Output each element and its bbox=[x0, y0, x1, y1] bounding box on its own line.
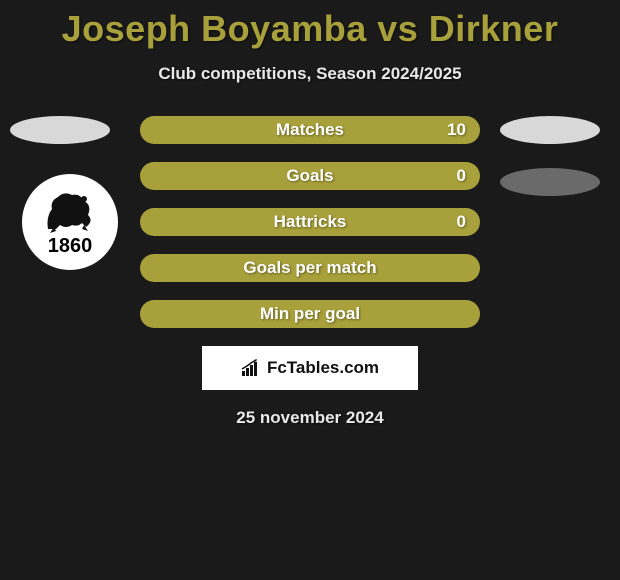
page-subtitle: Club competitions, Season 2024/2025 bbox=[0, 64, 620, 84]
club-year: 1860 bbox=[48, 235, 93, 258]
stat-label: Goals bbox=[286, 166, 333, 186]
stat-value: 0 bbox=[457, 166, 466, 186]
brand-attribution: FcTables.com bbox=[202, 346, 418, 390]
footer-date: 25 november 2024 bbox=[0, 408, 620, 428]
stat-label: Goals per match bbox=[243, 258, 376, 278]
stat-label: Matches bbox=[276, 120, 344, 140]
comparison-content: 1860 Matches 10 Goals 0 Hattricks 0 Goal… bbox=[0, 116, 620, 428]
brand-name: FcTables.com bbox=[267, 358, 379, 378]
player-right-avatar-placeholder bbox=[500, 116, 600, 144]
stat-row-min-per-goal: Min per goal bbox=[140, 300, 480, 328]
stat-value: 0 bbox=[457, 212, 466, 232]
stat-row-goals: Goals 0 bbox=[140, 162, 480, 190]
stat-value: 10 bbox=[447, 120, 466, 140]
stat-label: Hattricks bbox=[274, 212, 347, 232]
stat-label: Min per goal bbox=[260, 304, 360, 324]
bar-chart-icon bbox=[241, 358, 261, 378]
stat-row-goals-per-match: Goals per match bbox=[140, 254, 480, 282]
stats-bars: Matches 10 Goals 0 Hattricks 0 Goals per… bbox=[140, 116, 480, 328]
page-title: Joseph Boyamba vs Dirkner bbox=[0, 0, 620, 50]
club-logo-1860-munich: 1860 bbox=[22, 174, 118, 270]
player-right-club-placeholder bbox=[500, 168, 600, 196]
stat-row-matches: Matches 10 bbox=[140, 116, 480, 144]
lion-icon bbox=[40, 187, 100, 237]
player-left-avatar-placeholder bbox=[10, 116, 110, 144]
stat-row-hattricks: Hattricks 0 bbox=[140, 208, 480, 236]
